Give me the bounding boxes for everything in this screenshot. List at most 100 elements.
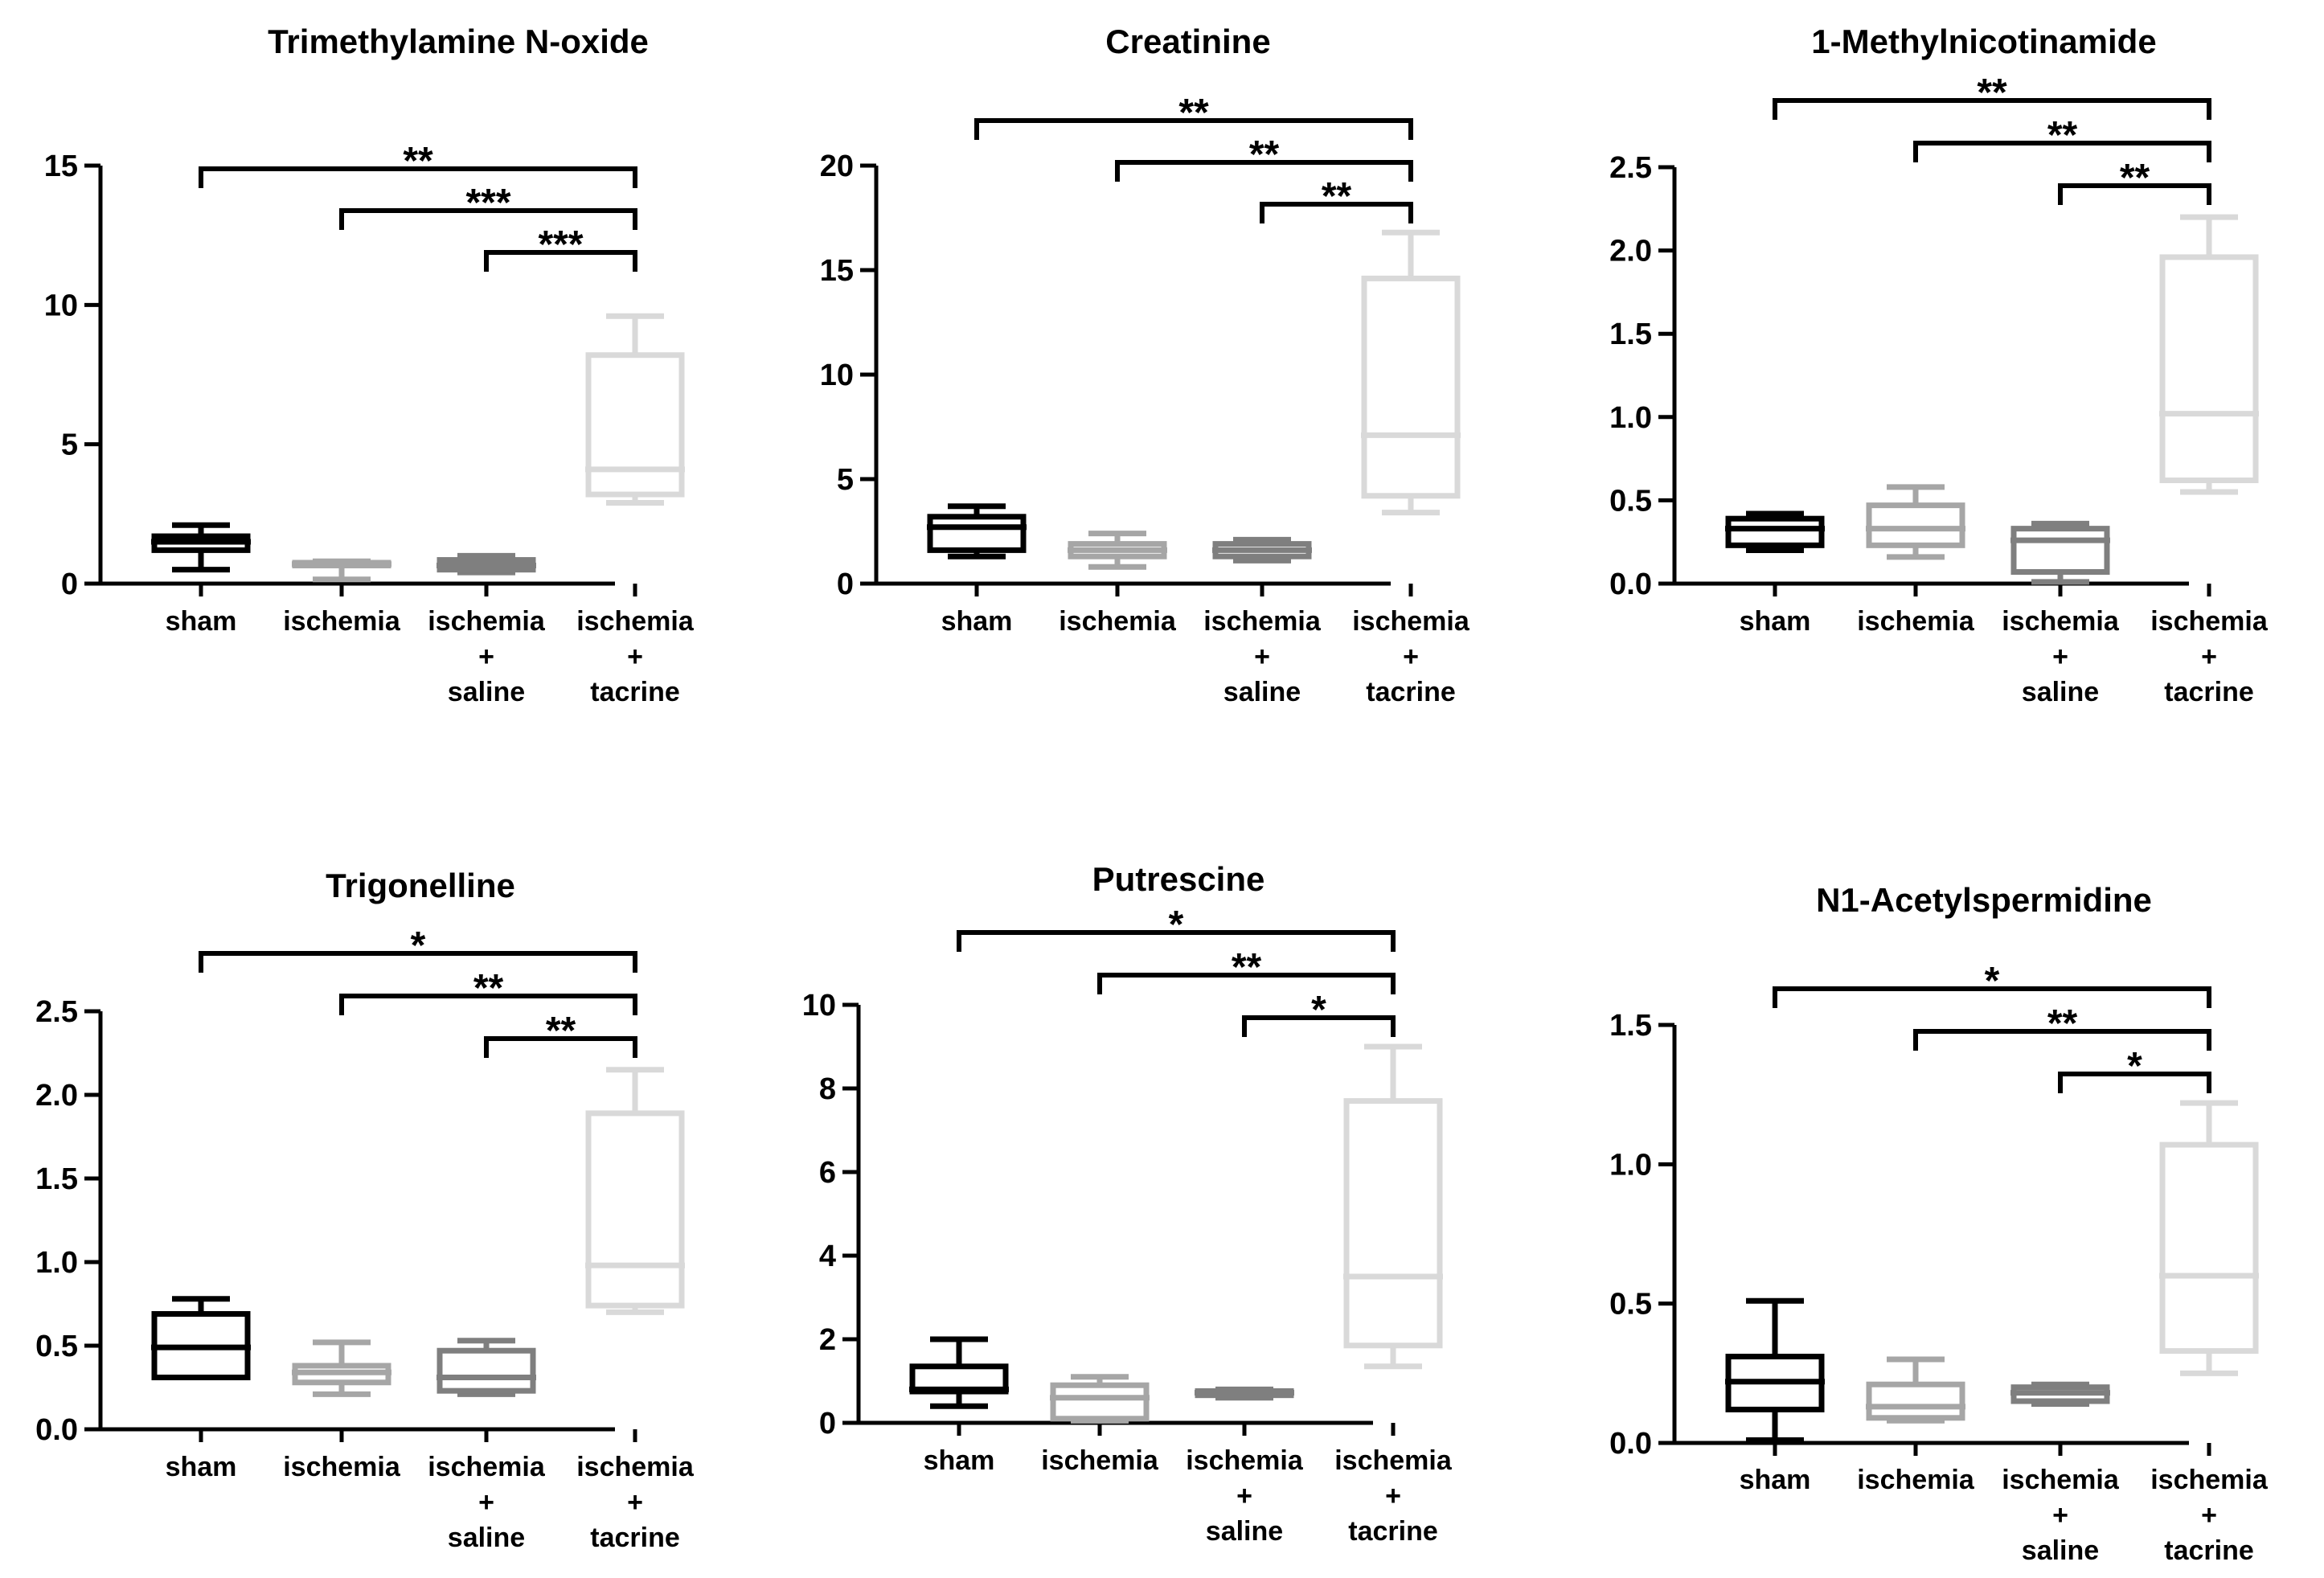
bracket-line xyxy=(2058,1072,2211,1093)
box-iqr xyxy=(1866,1381,1965,1421)
significance-label: *** xyxy=(538,223,583,266)
box-iqr xyxy=(1866,502,1965,548)
significance-label: *** xyxy=(465,182,510,224)
category-label: ischemia xyxy=(283,606,401,637)
y-tick-label: 0.0 xyxy=(35,1413,78,1447)
significance-label: * xyxy=(1169,904,1184,946)
bracket-line xyxy=(484,250,637,272)
category-label: + xyxy=(2201,1500,2217,1531)
significance-label: ** xyxy=(1178,92,1209,134)
category-label: saline xyxy=(2022,1535,2099,1566)
significance-bracket: ** xyxy=(1913,1002,2211,1051)
box-plot-ischemia-saline xyxy=(2010,520,2110,585)
box-plot-ischemia-tacrine xyxy=(2159,214,2259,495)
significance-label: ** xyxy=(473,967,504,1010)
category-label: ischemia xyxy=(428,606,546,637)
box-iqr xyxy=(2159,1141,2259,1355)
box-plot-ischemia-saline xyxy=(437,552,536,576)
significance-label: ** xyxy=(2047,114,2078,157)
y-tick-label: 2.0 xyxy=(35,1079,78,1113)
category-label: sham xyxy=(166,606,237,637)
significance-label: * xyxy=(2127,1045,2142,1088)
y-tick-label: 10 xyxy=(802,989,836,1023)
bracket-line xyxy=(199,166,637,188)
y-tick-label: 5 xyxy=(837,463,854,497)
chart-panel-1: Trimethylamine N-oxide 0 5 10 15 sham ischemia… xyxy=(44,23,695,707)
significance-label: ** xyxy=(403,140,433,182)
category-label: ischemia xyxy=(2002,1465,2120,1495)
category-label: + xyxy=(627,1487,643,1518)
category-label: saline xyxy=(448,1523,525,1553)
bracket-line xyxy=(199,951,637,973)
chart-panel-2: Creatinine 0 5 10 15 20 sham ischemia ischemia + s… xyxy=(820,23,1470,707)
bracket-line xyxy=(1773,98,2211,120)
category-label: tacrine xyxy=(1348,1516,1438,1547)
y-tick-label: 1.0 xyxy=(1609,401,1652,435)
category-label: + xyxy=(627,641,643,672)
box-iqr xyxy=(1050,1382,1150,1422)
bracket-line xyxy=(1115,160,1413,182)
box-iqr xyxy=(1361,275,1461,499)
category-label: tacrine xyxy=(1366,677,1456,707)
y-tick-label: 2.5 xyxy=(1609,151,1652,185)
category-label: ischemia xyxy=(2150,1465,2269,1495)
chart-title: Putrescine xyxy=(1092,860,1265,898)
chart-title: Creatinine xyxy=(1105,23,1270,60)
box-plot-ischemia-tacrine xyxy=(1343,1043,1443,1370)
significance-bracket: ** xyxy=(1115,133,1413,182)
y-tick-label: 2.0 xyxy=(1609,235,1652,268)
category-label: ischemia xyxy=(1857,1465,1975,1495)
category-label: ischemia xyxy=(1352,606,1470,637)
box-plot-ischemia xyxy=(292,1339,391,1397)
significance-bracket: ** xyxy=(484,1010,637,1058)
box-plot-ischemia-tacrine xyxy=(2159,1100,2259,1376)
significance-bracket: * xyxy=(199,924,637,973)
bracket-line xyxy=(339,994,637,1015)
category-label: ischemia xyxy=(283,1452,401,1482)
significance-label: ** xyxy=(1977,72,2007,114)
category-label: saline xyxy=(448,677,525,707)
significance-bracket: * xyxy=(2058,1045,2211,1093)
category-label: ischemia xyxy=(1041,1445,1159,1476)
chart-panel-3: 1-Methylnicotinamide 0.0 0.5 1.0 1.5 2.0 2.5 sh… xyxy=(1609,23,2269,707)
significance-label: * xyxy=(1985,960,2000,1002)
y-tick-label: 20 xyxy=(820,150,854,183)
y-tick-label: 0 xyxy=(837,568,854,601)
category-label: tacrine xyxy=(590,677,680,707)
significance-bracket: ** xyxy=(339,967,637,1015)
significance-bracket: * xyxy=(957,904,1396,952)
chart-title: N1-Acetylspermidine xyxy=(1816,881,2152,919)
category-label: saline xyxy=(2022,677,2099,707)
category-label: ischemia xyxy=(576,1452,695,1482)
significance-bracket: * xyxy=(1242,989,1396,1037)
significance-bracket: ** xyxy=(1260,175,1413,223)
chart-panel-5: Putrescine 0 2 4 6 8 10 sham ischemia ischemia + sa… xyxy=(802,860,1453,1547)
box-plot-sham xyxy=(909,1336,1009,1409)
significance-label: ** xyxy=(2047,1002,2078,1045)
y-tick-label: 2 xyxy=(819,1323,836,1357)
category-label: sham xyxy=(1740,606,1811,637)
y-tick-label: 10 xyxy=(820,359,854,392)
significance-label: ** xyxy=(1249,133,1280,176)
y-tick-label: 6 xyxy=(819,1156,836,1190)
box-iqr xyxy=(1343,1098,1443,1349)
y-tick-label: 0.5 xyxy=(35,1330,78,1363)
box-iqr xyxy=(2010,526,2110,575)
category-label: sham xyxy=(924,1445,995,1476)
significance-label: * xyxy=(1311,989,1326,1031)
bracket-line xyxy=(339,208,637,230)
significance-label: * xyxy=(411,924,426,967)
y-tick-label: 15 xyxy=(820,254,854,288)
y-tick-label: 10 xyxy=(44,289,78,322)
category-label: + xyxy=(1385,1481,1401,1511)
y-tick-label: 1.0 xyxy=(1609,1148,1652,1182)
y-tick-label: 4 xyxy=(819,1240,836,1273)
bracket-line xyxy=(1913,141,2211,162)
bracket-line xyxy=(2058,183,2211,205)
bracket-line xyxy=(1913,1029,2211,1051)
y-tick-label: 5 xyxy=(61,428,78,462)
box-iqr xyxy=(585,352,685,498)
category-label: tacrine xyxy=(2164,1535,2254,1566)
y-tick-label: 0.0 xyxy=(1609,568,1652,601)
category-label: ischemia xyxy=(1059,606,1177,637)
